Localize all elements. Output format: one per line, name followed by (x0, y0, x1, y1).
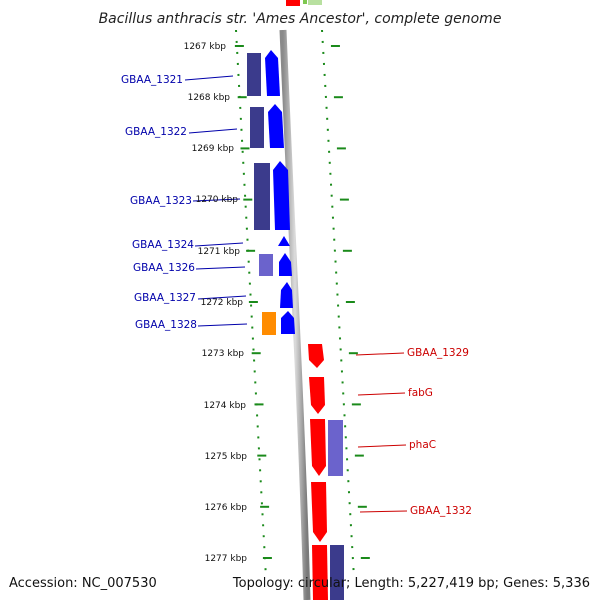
map-title: Bacillus anthracis str. 'Ames Ancestor',… (99, 11, 502, 27)
label-leaders (184, 75, 408, 513)
ruler-grid (234, 29, 370, 579)
gene-labels-forward: GBAA_1321 GBAA_1322 GBAA_1323 GBAA_1324 … (121, 74, 197, 331)
gene-label[interactable]: GBAA_1322 (125, 126, 187, 138)
gene-arrow-reverse[interactable] (310, 419, 326, 476)
gene-arrow-forward[interactable] (279, 253, 292, 276)
gene-label[interactable]: GBAA_1326 (133, 262, 195, 274)
top-partial-features (286, 0, 322, 6)
ruler-tick-labels: 1267 kbp 1268 kbp 1269 kbp 1270 kbp 1271… (184, 42, 248, 564)
gene-arrow-reverse[interactable] (312, 545, 328, 600)
gene-arrow-forward[interactable] (280, 282, 293, 308)
tick-label: 1274 kbp (204, 401, 247, 411)
tick-label: 1269 kbp (192, 144, 235, 154)
topology-text: Topology: circular; Length: 5,227,419 bp… (232, 576, 590, 591)
gene-labels-reverse: GBAA_1329 fabG phaC GBAA_1332 (407, 347, 472, 517)
tick-label: 1270 kbp (196, 195, 239, 205)
partial-red-feature (286, 0, 300, 6)
ruler-ticks (234, 45, 370, 559)
feature-block (330, 545, 344, 600)
tick-label: 1271 kbp (198, 247, 241, 257)
tick-label: 1267 kbp (184, 42, 227, 52)
tick-label: 1268 kbp (188, 93, 231, 103)
gene-label[interactable]: fabG (408, 387, 433, 399)
feature-block (259, 254, 273, 276)
tick-label: 1276 kbp (205, 503, 248, 513)
features (247, 50, 344, 600)
gene-arrow-forward[interactable] (278, 236, 290, 246)
accession-text: Accession: NC_007530 (9, 576, 157, 591)
gene-arrow-forward[interactable] (268, 104, 284, 148)
partial-lightgreen-feature (308, 0, 322, 5)
gene-arrow-forward[interactable] (265, 50, 280, 96)
gene-label[interactable]: GBAA_1332 (410, 505, 472, 517)
feature-block (250, 107, 264, 148)
gene-arrow-reverse[interactable] (311, 482, 327, 542)
tick-label: 1273 kbp (202, 349, 245, 359)
partial-green-feature (303, 0, 307, 4)
gene-label[interactable]: GBAA_1329 (407, 347, 469, 359)
feature-block-orange (262, 312, 276, 335)
gene-arrow-forward[interactable] (273, 161, 290, 230)
gene-arrow-reverse[interactable] (308, 344, 324, 368)
gene-arrow-reverse[interactable] (309, 377, 325, 414)
tick-label: 1275 kbp (205, 452, 248, 462)
gene-arrow-forward[interactable] (281, 311, 295, 334)
tick-label: 1272 kbp (201, 298, 244, 308)
gene-label[interactable]: GBAA_1323 (130, 195, 192, 207)
gene-label[interactable]: GBAA_1327 (134, 292, 196, 304)
gene-label[interactable]: GBAA_1321 (121, 74, 183, 86)
feature-block (328, 420, 343, 476)
feature-block (254, 163, 270, 230)
gene-label[interactable]: GBAA_1324 (132, 239, 194, 251)
gene-label[interactable]: GBAA_1328 (135, 319, 197, 331)
outer-dotted-ring (321, 29, 355, 579)
feature-block (247, 53, 261, 96)
genome-backbone (279, 29, 311, 600)
tick-label: 1277 kbp (205, 554, 248, 564)
gene-label[interactable]: phaC (409, 439, 436, 451)
